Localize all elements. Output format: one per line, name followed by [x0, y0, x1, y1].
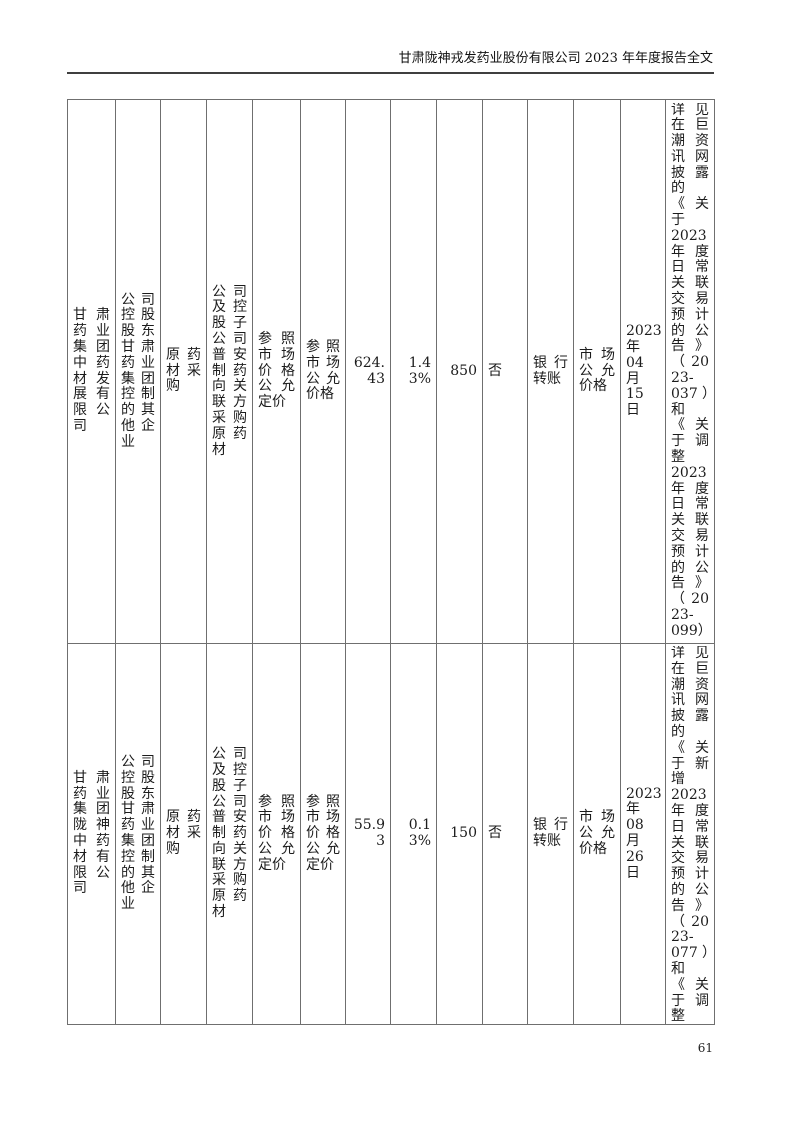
cell-transaction-type: 原药材采购: [160, 99, 207, 644]
cell-settlement-method: 银行转账: [527, 99, 574, 644]
cell-transaction-content: 公司及控股子公司普安制药向关联方采购原药材: [206, 643, 253, 1025]
header-rule: [67, 72, 714, 74]
cell-pricing-principle: 参照市场价格公允定价: [252, 99, 301, 644]
disclosure-index-text: 详见在巨潮资讯网披露的《关于 2023 年度日常关联交易预计的公告》（2023-…: [671, 102, 709, 639]
cell-ratio: 1.43%: [390, 99, 437, 644]
cell-amount: 55.93: [345, 643, 391, 1025]
page-header-title: 甘肃陇神戎发药业股份有限公司 2023 年年度报告全文: [398, 51, 713, 66]
cell-relationship: 公司控股股东甘肃药业集团控制的其他企业: [115, 99, 161, 644]
cell-transaction-type: 原药材采购: [160, 643, 207, 1025]
cell-market-price: 市场公允价格: [573, 643, 621, 1025]
cell-related-party: 甘肃药业集团陇神中药材有限公司: [67, 643, 116, 1025]
cell-approved-limit: 150: [436, 643, 483, 1025]
cell-pricing-principle: 参照市场价格公允定价: [252, 643, 301, 1025]
cell-related-party: 甘肃药业集团中药材发展有限公司: [67, 99, 116, 644]
table-row: 甘肃药业集团中药材发展有限公司 公司控股股东甘肃药业集团控制的其他企业 原药材采…: [67, 99, 715, 644]
table-row: 甘肃药业集团陇神中药材有限公司 公司控股股东甘肃药业集团控制的其他企业 原药材采…: [67, 643, 715, 1025]
cell-disclosure-index: 详见在巨潮资讯网披露的《关于新增 2023 年度日常关联交易预计的公告》（202…: [665, 643, 715, 1025]
cell-approved-limit: 850: [436, 99, 483, 644]
cell-transaction-price: 参照市场价格公允定价: [300, 643, 346, 1025]
cell-relationship: 公司控股股东甘肃药业集团控制的其他企业: [115, 643, 161, 1025]
disclosure-index-text: 详见在巨潮资讯网披露的《关于新增 2023 年度日常关联交易预计的公告》（202…: [671, 646, 709, 1022]
cell-disclosure-date: 2023 年 04 月 15 日: [620, 99, 666, 644]
cell-exceeds-limit: 否: [482, 99, 528, 644]
page-number: 61: [697, 1041, 713, 1055]
cell-disclosure-index: 详见在巨潮资讯网披露的《关于 2023 年度日常关联交易预计的公告》（2023-…: [665, 99, 715, 644]
cell-disclosure-date: 2023 年 08 月 26 日: [620, 643, 666, 1025]
cell-exceeds-limit: 否: [482, 643, 528, 1025]
related-transactions-table: 甘肃药业集团中药材发展有限公司 公司控股股东甘肃药业集团控制的其他企业 原药材采…: [67, 99, 715, 1025]
cell-settlement-method: 银行转账: [527, 643, 574, 1025]
cell-market-price: 市场公允价格: [573, 99, 621, 644]
cell-transaction-price: 参照市场公允价格: [300, 99, 346, 644]
cell-amount: 624.43: [345, 99, 391, 644]
cell-transaction-content: 公司及控股子公司普安制药向关联方采购原药材: [206, 99, 253, 644]
cell-ratio: 0.13%: [390, 643, 437, 1025]
